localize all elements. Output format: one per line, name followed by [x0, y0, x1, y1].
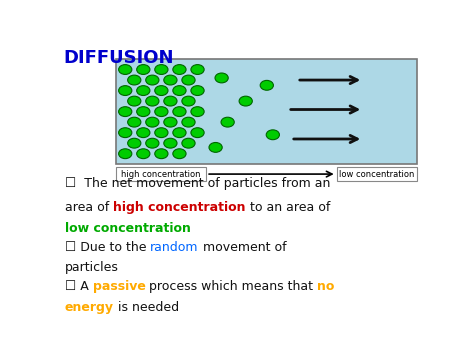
Circle shape [155, 86, 168, 95]
Circle shape [128, 96, 141, 106]
Circle shape [191, 128, 204, 138]
Text: ☐ A: ☐ A [65, 280, 92, 294]
Text: low concentration: low concentration [339, 170, 415, 179]
Circle shape [146, 138, 159, 148]
Text: no: no [318, 280, 335, 294]
Circle shape [173, 86, 186, 95]
Text: high concentration: high concentration [113, 201, 246, 214]
Text: is needed: is needed [114, 301, 179, 314]
Circle shape [239, 96, 252, 106]
Bar [116, 167, 206, 181]
Circle shape [146, 75, 159, 85]
Text: passive: passive [92, 280, 146, 294]
Text: random: random [150, 241, 199, 254]
Circle shape [118, 107, 132, 116]
Circle shape [164, 117, 177, 127]
Text: energy: energy [65, 301, 114, 314]
Circle shape [118, 65, 132, 75]
Circle shape [155, 107, 168, 116]
Circle shape [173, 65, 186, 75]
Circle shape [266, 130, 280, 140]
Circle shape [182, 96, 195, 106]
Bar [116, 59, 418, 164]
Text: ☐ Due to the: ☐ Due to the [65, 241, 150, 254]
Circle shape [128, 75, 141, 85]
Circle shape [118, 86, 132, 95]
Circle shape [137, 107, 150, 116]
Circle shape [118, 149, 132, 159]
Circle shape [146, 117, 159, 127]
Text: high concentration: high concentration [121, 170, 201, 179]
Circle shape [209, 142, 222, 152]
Bar [337, 167, 418, 181]
Circle shape [182, 117, 195, 127]
Circle shape [191, 107, 204, 116]
Circle shape [215, 73, 228, 83]
Circle shape [155, 149, 168, 159]
Circle shape [191, 65, 204, 75]
Circle shape [182, 75, 195, 85]
Circle shape [128, 138, 141, 148]
Text: to an area of: to an area of [246, 201, 330, 214]
Text: ☐  The net movement of particles from an: ☐ The net movement of particles from an [65, 176, 330, 190]
Circle shape [182, 138, 195, 148]
Circle shape [155, 128, 168, 138]
Text: particles: particles [65, 261, 118, 274]
Circle shape [146, 96, 159, 106]
Circle shape [137, 65, 150, 75]
Text: area of: area of [65, 201, 113, 214]
Circle shape [164, 75, 177, 85]
Circle shape [118, 128, 132, 138]
Circle shape [260, 80, 273, 90]
Circle shape [137, 86, 150, 95]
Text: movement of: movement of [199, 241, 286, 254]
Circle shape [128, 117, 141, 127]
Circle shape [173, 149, 186, 159]
Text: low concentration: low concentration [65, 222, 191, 235]
Circle shape [137, 128, 150, 138]
Circle shape [173, 107, 186, 116]
Circle shape [173, 128, 186, 138]
Circle shape [137, 149, 150, 159]
Circle shape [191, 86, 204, 95]
Circle shape [221, 117, 234, 127]
Text: process which means that: process which means that [146, 280, 318, 294]
Circle shape [164, 96, 177, 106]
Circle shape [155, 65, 168, 75]
Text: DIFFUSION: DIFFUSION [63, 49, 173, 67]
Circle shape [164, 138, 177, 148]
